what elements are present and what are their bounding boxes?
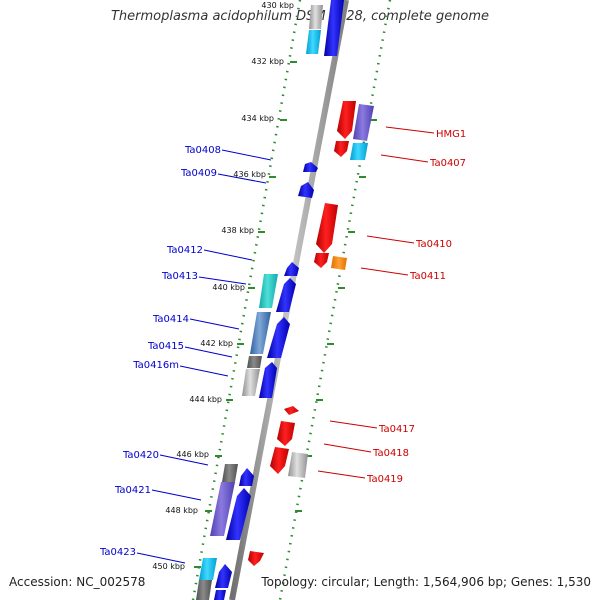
gene-feature-reverse <box>248 551 264 566</box>
scale-label: 442 kbp <box>200 339 233 348</box>
scale-label: 444 kbp <box>189 395 222 404</box>
gene-label-ta0412: Ta0412 <box>166 245 203 256</box>
scale-label: 446 kbp <box>176 450 209 459</box>
label-leader <box>360 267 409 276</box>
gene-feature-forward <box>324 0 344 56</box>
gene-feature-forward <box>210 482 235 536</box>
scale-label: 434 kbp <box>241 114 274 123</box>
gene-feature-forward <box>259 274 278 308</box>
gene-feature-forward <box>267 317 290 358</box>
label-leader <box>217 173 267 184</box>
gene-feature-reverse <box>270 447 289 474</box>
gene-feature-reverse <box>334 141 349 157</box>
gene-feature-forward <box>284 262 299 276</box>
forward-gene-labels: Ta0408 Ta0409 Ta0412 Ta0413 Ta0414 Ta041… <box>99 145 221 558</box>
gene-feature-forward <box>196 580 212 600</box>
label-leader <box>323 443 372 453</box>
outer-dotted-ring-right <box>278 0 392 600</box>
gene-feature-reverse <box>277 421 295 446</box>
gene-label-ta0411: Ta0411 <box>409 271 446 282</box>
reverse-label-leaders <box>317 126 435 479</box>
gene-feature-forward <box>298 182 314 198</box>
gene-feature-forward <box>222 464 238 482</box>
label-leader <box>151 489 202 501</box>
gene-feature-reverse <box>284 406 299 415</box>
gene-feature-forward <box>250 312 271 354</box>
gene-feature-forward <box>259 362 277 398</box>
gene-label-ta0417: Ta0417 <box>378 424 415 435</box>
gene-label-ta0418: Ta0418 <box>372 448 409 459</box>
reverse-strand-features <box>248 101 374 566</box>
gene-feature-forward <box>242 369 260 396</box>
gene-feature-forward <box>215 564 232 588</box>
gene-feature-forward <box>239 468 254 486</box>
label-leader <box>317 470 366 479</box>
gene-label-ta0410: Ta0410 <box>415 239 452 250</box>
scale-label: 436 kbp <box>233 170 266 179</box>
scale-label: 430 kbp <box>261 1 294 10</box>
label-leader <box>203 249 253 261</box>
gene-label-ta0408: Ta0408 <box>184 145 221 156</box>
accession-label: Accession: NC_002578 <box>9 575 146 589</box>
gene-feature-reverse <box>353 104 374 141</box>
scale-labels: 430 kbp 432 kbp 434 kbp 436 kbp 438 kbp … <box>152 1 294 571</box>
gene-feature-reverse <box>288 452 308 478</box>
gene-feature-forward <box>303 162 318 172</box>
gene-label-ta0419: Ta0419 <box>366 474 403 485</box>
gene-feature-reverse <box>314 253 329 268</box>
gene-feature-reverse <box>316 203 338 253</box>
gene-feature-reverse <box>331 256 347 270</box>
label-leader <box>198 276 247 285</box>
scale-label: 450 kbp <box>152 562 185 571</box>
gene-feature-forward <box>214 590 226 600</box>
label-leader <box>329 420 378 429</box>
outer-dotted-ring-left <box>191 0 302 600</box>
label-leader <box>366 235 415 244</box>
gene-label-ta0421: Ta0421 <box>114 485 151 496</box>
gene-feature-forward <box>306 30 321 54</box>
label-leader <box>159 454 209 466</box>
label-leader <box>385 126 435 134</box>
gene-label-hmg1: HMG1 <box>436 129 466 140</box>
label-leader <box>136 552 186 564</box>
scale-label: 440 kbp <box>212 283 245 292</box>
gene-label-ta0413: Ta0413 <box>161 271 198 282</box>
gene-feature-forward <box>276 278 296 312</box>
gene-feature-reverse <box>337 101 356 139</box>
topology-label: Topology: circular; Length: 1,564,906 bp… <box>261 575 591 589</box>
gene-label-ta0407: Ta0407 <box>429 158 466 169</box>
genome-title: Thermoplasma acidophilum DSM 1728, compl… <box>110 9 490 24</box>
gene-feature-forward <box>226 488 251 540</box>
reverse-gene-labels: HMG1 Ta0407 Ta0410 Ta0411 Ta0417 Ta0418 … <box>366 129 466 485</box>
gene-label-ta0416m: Ta0416m <box>132 360 179 371</box>
scale-label: 432 kbp <box>251 57 284 66</box>
gene-label-ta0415: Ta0415 <box>147 341 184 352</box>
gene-label-ta0420: Ta0420 <box>122 450 159 461</box>
gene-label-ta0423: Ta0423 <box>99 547 136 558</box>
gene-label-ta0409: Ta0409 <box>180 168 217 179</box>
forward-strand-features <box>196 0 344 600</box>
label-leader <box>380 154 429 163</box>
scale-label: 448 kbp <box>165 506 198 515</box>
forward-label-leaders <box>136 149 272 564</box>
gene-feature-forward <box>247 356 262 368</box>
gene-feature-forward <box>309 5 323 29</box>
label-leader <box>184 346 233 358</box>
scale-label: 438 kbp <box>221 226 254 235</box>
label-leader <box>221 149 272 161</box>
label-leader <box>179 365 229 377</box>
gene-feature-forward <box>199 558 217 580</box>
label-leader <box>189 318 240 330</box>
gene-label-ta0414: Ta0414 <box>152 314 189 325</box>
gene-feature-reverse <box>350 143 368 160</box>
